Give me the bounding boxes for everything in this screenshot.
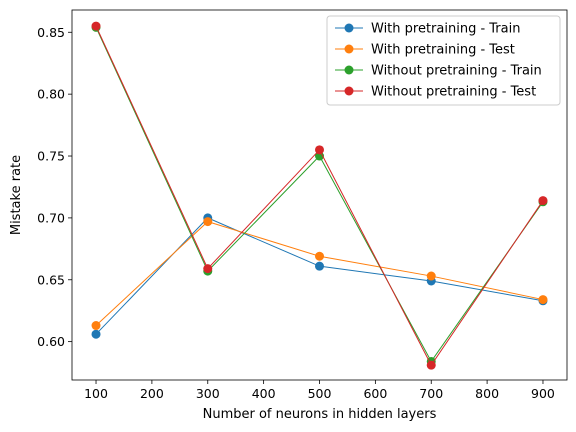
x-tick-label: 100 — [84, 386, 108, 401]
x-tick-label: 300 — [196, 386, 220, 401]
data-point — [538, 196, 548, 206]
x-tick-label: 400 — [252, 386, 276, 401]
data-point — [426, 271, 436, 281]
legend-marker — [344, 44, 354, 54]
x-tick-label: 500 — [308, 386, 332, 401]
data-point — [315, 261, 324, 271]
data-point — [203, 217, 213, 227]
legend-marker — [344, 65, 354, 75]
legend-label: Without pretraining - Train — [371, 64, 542, 79]
x-tick-label: 700 — [419, 386, 443, 401]
y-tick-label: 0.70 — [37, 210, 65, 225]
legend-item: Without pretraining - Train — [335, 64, 542, 79]
x-tick-label: 900 — [531, 386, 555, 401]
legend-item: With pretraining - Test — [335, 43, 515, 58]
data-point — [426, 360, 436, 370]
legend-box — [326, 15, 561, 106]
legend-marker — [344, 86, 354, 96]
series-4 — [91, 21, 548, 370]
data-point — [91, 329, 101, 339]
series-layer — [91, 21, 548, 370]
x-tick-label: 600 — [363, 386, 387, 401]
y-tick-label: 0.85 — [37, 25, 65, 40]
y-tick-label: 0.80 — [37, 87, 65, 102]
data-point — [91, 21, 101, 31]
series-line — [95, 221, 544, 326]
x-axis: 100 200 300 400 500 600 700 800 900 — [84, 380, 555, 401]
legend: With pretraining - Train With pretraining… — [326, 15, 561, 106]
x-axis-label: Number of neurons in hidden layers — [203, 407, 437, 422]
x-tick-label: 800 — [475, 386, 499, 401]
data-point — [91, 321, 101, 331]
legend-item: With pretraining - Train — [335, 22, 520, 37]
x-tick-label: 200 — [140, 386, 164, 401]
legend-marker — [344, 23, 354, 33]
legend-label: With pretraining - Test — [371, 43, 515, 58]
y-tick-label: 0.60 — [37, 334, 65, 349]
series-1 — [91, 213, 548, 339]
data-point — [203, 264, 213, 274]
data-point — [538, 295, 548, 305]
legend-label: With pretraining - Train — [371, 22, 520, 37]
data-point — [315, 145, 324, 155]
series-2 — [91, 217, 548, 331]
y-tick-label: 0.75 — [37, 149, 65, 164]
y-axis-label: Mistake rate — [9, 155, 24, 235]
legend-label: Without pretraining - Test — [371, 85, 536, 100]
y-axis: 0.60 0.65 0.70 0.75 0.80 0.85 — [37, 25, 72, 349]
series-line — [95, 217, 544, 335]
y-tick-label: 0.65 — [37, 272, 65, 287]
legend-item: Without pretraining - Test — [335, 85, 536, 100]
data-point — [315, 251, 324, 261]
